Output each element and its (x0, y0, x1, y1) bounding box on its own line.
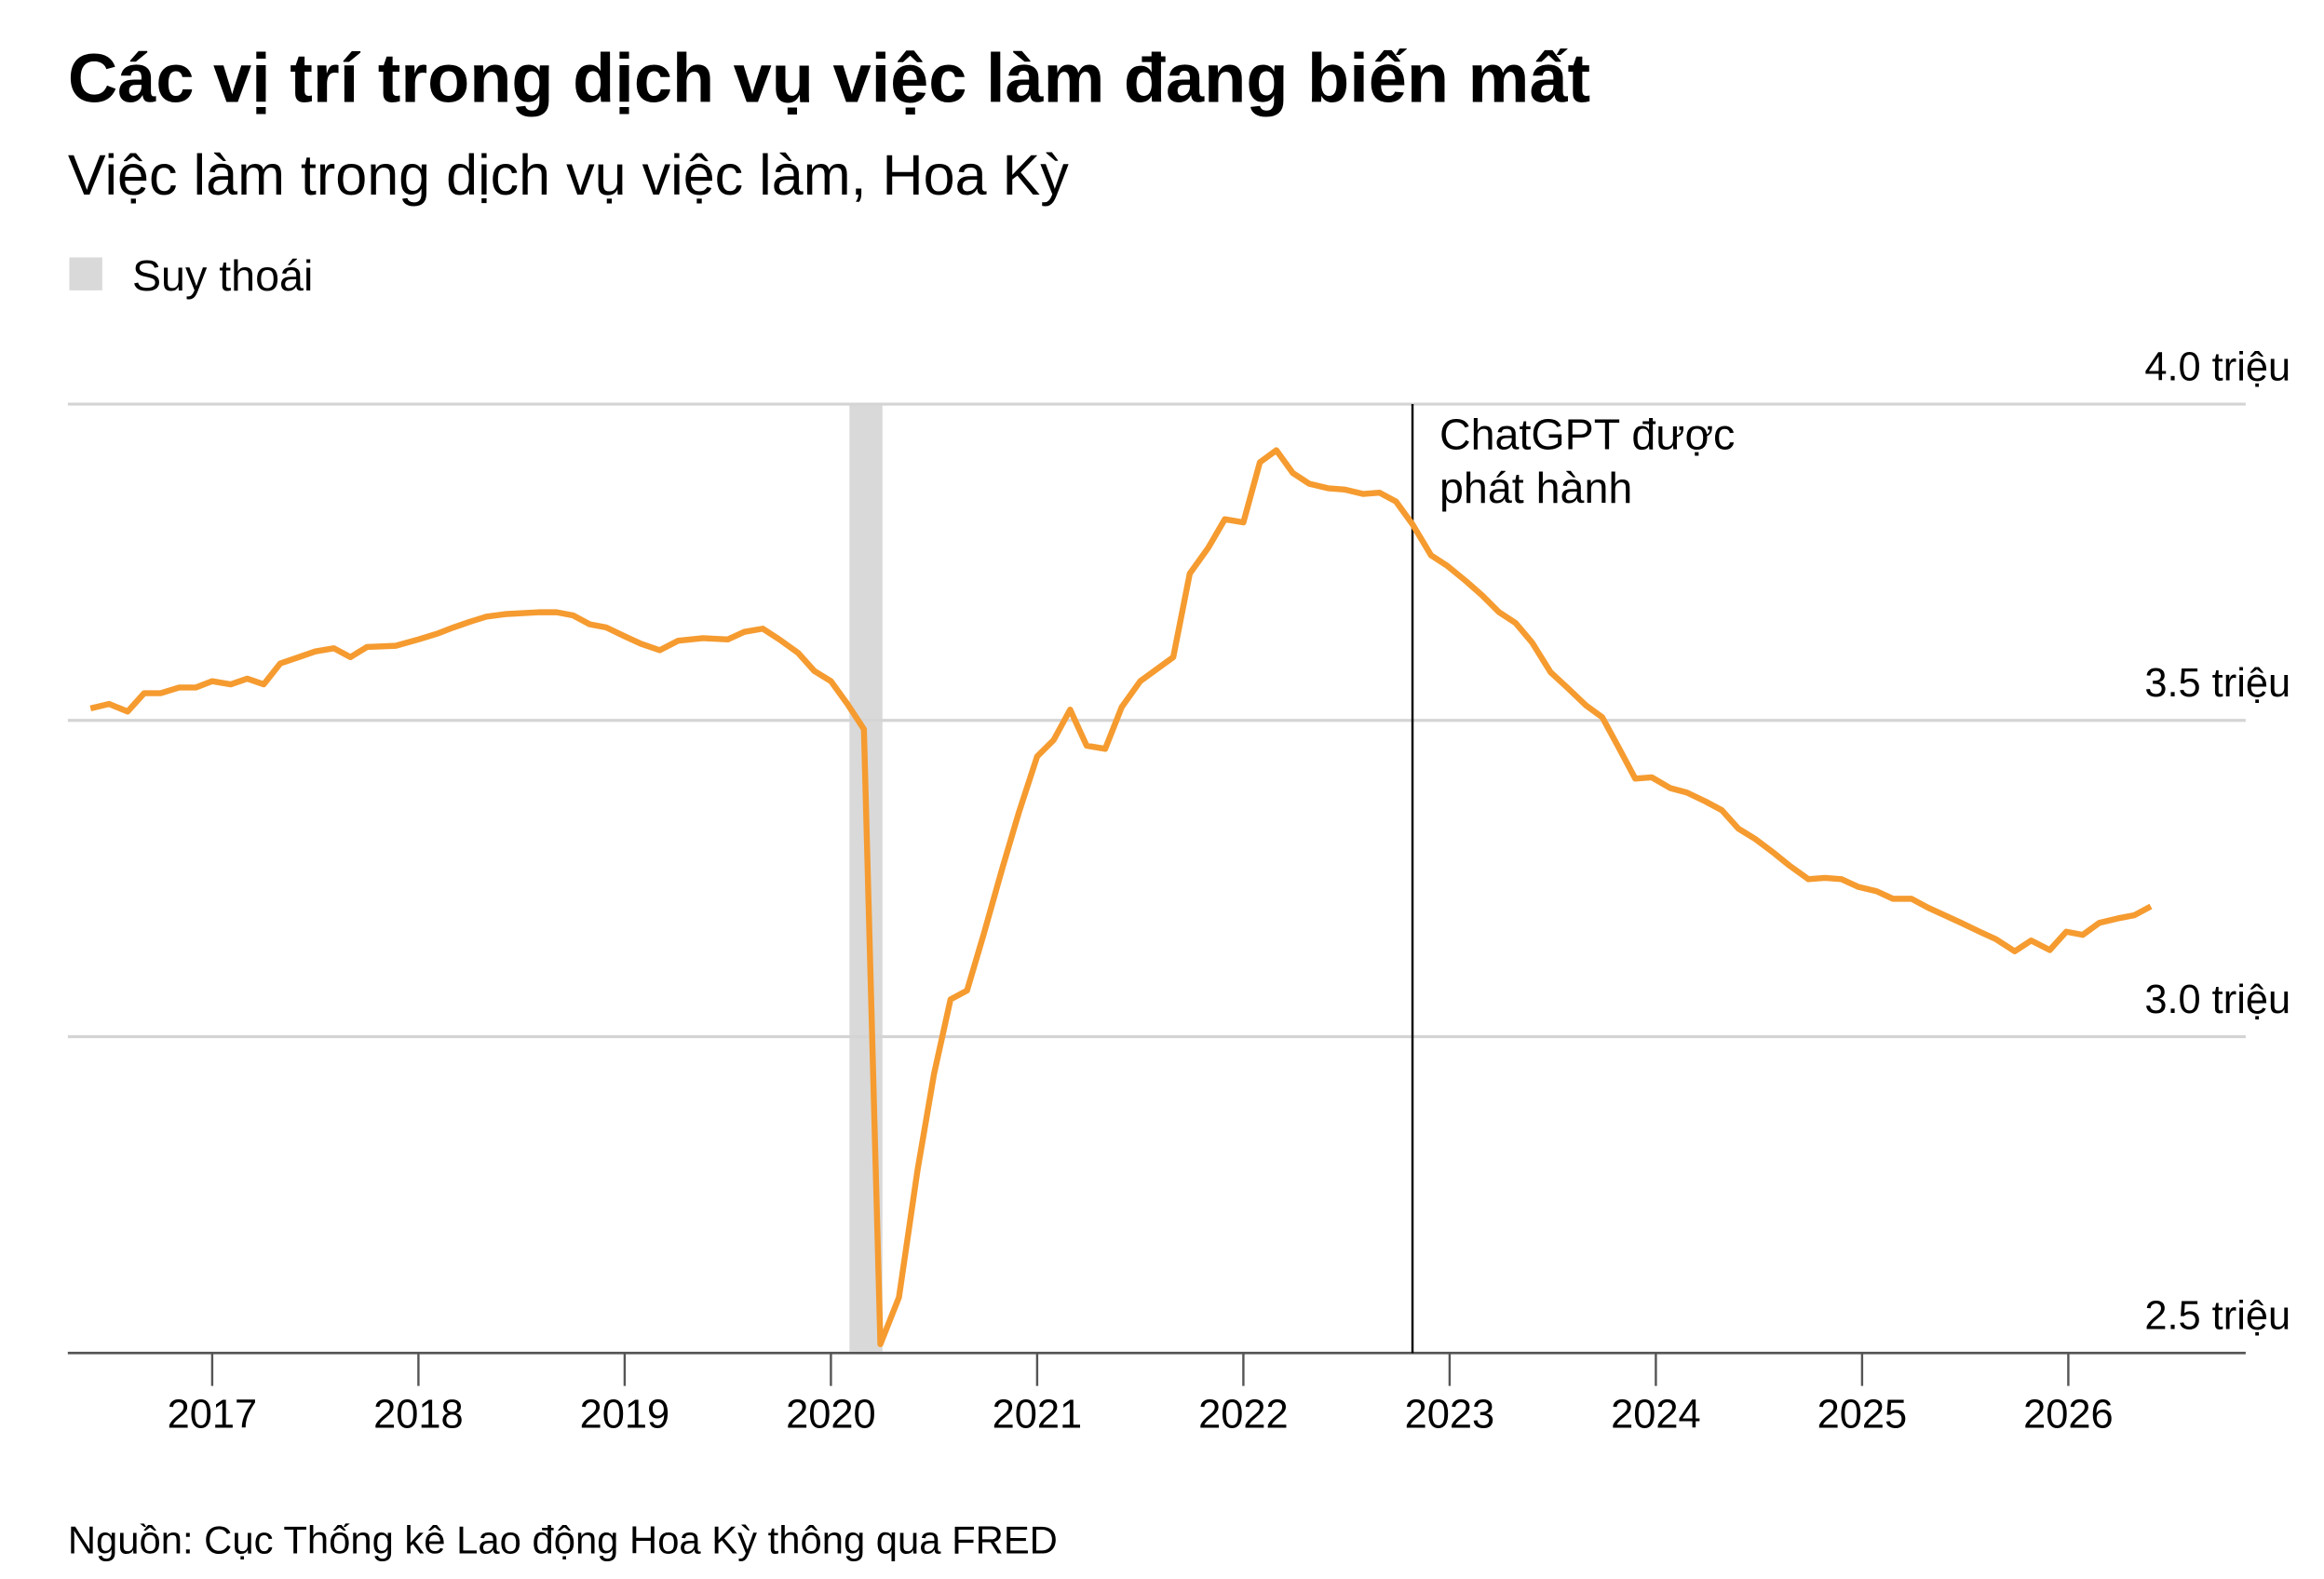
data-line (89, 447, 2153, 1347)
y-tick-label: 3.5 triệu (2144, 661, 2290, 706)
y-tick-label: 4.0 triệu (2144, 344, 2290, 389)
y-tick-label: 2.5 triệu (2144, 1294, 2290, 1339)
chart-subtitle: Việc làm trong dịch vụ việc làm, Hoa Kỳ (68, 143, 1069, 207)
chart-title: Các vị trí trong dịch vụ việc làm đang b… (68, 39, 1590, 116)
legend-label: Suy thoái (132, 251, 313, 300)
x-tick-label: 2025 (1817, 1393, 1908, 1437)
x-tick-label: 2019 (580, 1393, 670, 1437)
x-tick-label: 2026 (2023, 1393, 2114, 1437)
x-tick-label: 2020 (786, 1393, 876, 1437)
x-tick-label: 2018 (373, 1393, 464, 1437)
x-tick-label: 2017 (168, 1393, 258, 1437)
x-tick-label: 2021 (993, 1393, 1083, 1437)
annotation-text: phát hành (1439, 464, 1632, 512)
x-tick-label: 2022 (1198, 1393, 1289, 1437)
x-tick-label: 2024 (1611, 1393, 1701, 1437)
legend-swatch (69, 257, 102, 290)
source: Nguồn: Cục Thống kê Lao động Hoa Kỳ thôn… (68, 1518, 1058, 1562)
y-tick-label: 3.0 triệu (2144, 978, 2290, 1022)
x-tick-label: 2023 (1405, 1393, 1495, 1437)
annotation-text: ChatGPT được (1439, 410, 1735, 458)
